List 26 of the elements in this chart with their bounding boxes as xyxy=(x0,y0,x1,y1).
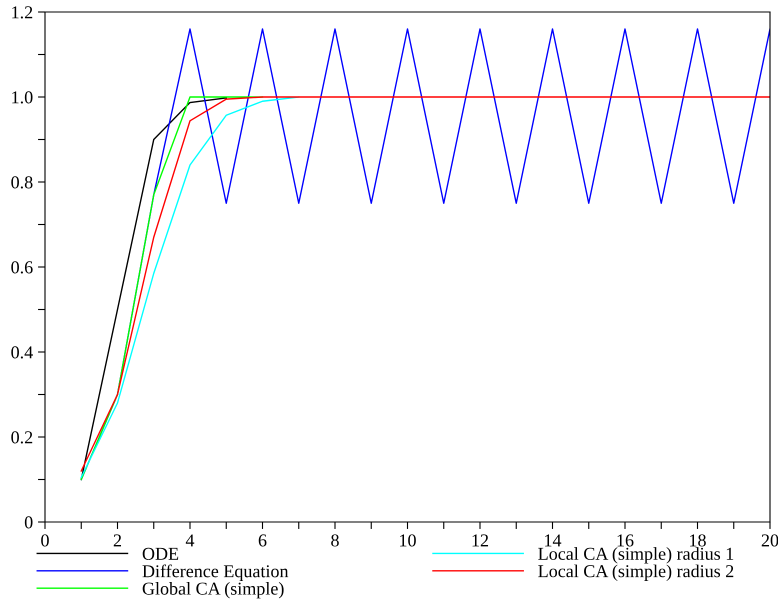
y-tick-label: 1.2 xyxy=(12,6,32,19)
legend-label: Difference Equation xyxy=(142,564,288,582)
x-tick-label: 4 xyxy=(186,534,194,546)
legend-label: Global CA (simple) xyxy=(142,582,284,598)
legend-label: ODE xyxy=(142,548,178,560)
x-tick-label: 20 xyxy=(762,534,778,547)
y-tick-label: 0.8 xyxy=(11,176,33,189)
x-tick-label: 18 xyxy=(690,534,706,547)
x-tick-label: 8 xyxy=(331,534,339,547)
y-tick-label: 0.4 xyxy=(11,346,33,359)
line-series xyxy=(80,96,300,478)
y-tick-label: 0.6 xyxy=(11,261,33,274)
line-series xyxy=(80,97,227,480)
y-tick-label: 1.0 xyxy=(12,91,33,104)
x-tick-label: 14 xyxy=(545,534,562,546)
x-tick-label: 0 xyxy=(41,534,49,547)
x-tick-label: 6 xyxy=(258,534,266,547)
legend-label: Local CA (simple) radius 2 xyxy=(538,564,734,581)
line-series xyxy=(80,96,770,472)
x-tick-label: 2 xyxy=(114,534,122,546)
x-tick-label: 16 xyxy=(618,534,634,547)
y-tick-label: 0 xyxy=(24,516,33,528)
legend-label: Local CA (simple) radius 1 xyxy=(538,547,734,564)
x-tick-label: 10 xyxy=(400,534,416,547)
y-tick-label: 0.2 xyxy=(11,431,32,444)
x-tick-label: 12 xyxy=(472,534,488,546)
